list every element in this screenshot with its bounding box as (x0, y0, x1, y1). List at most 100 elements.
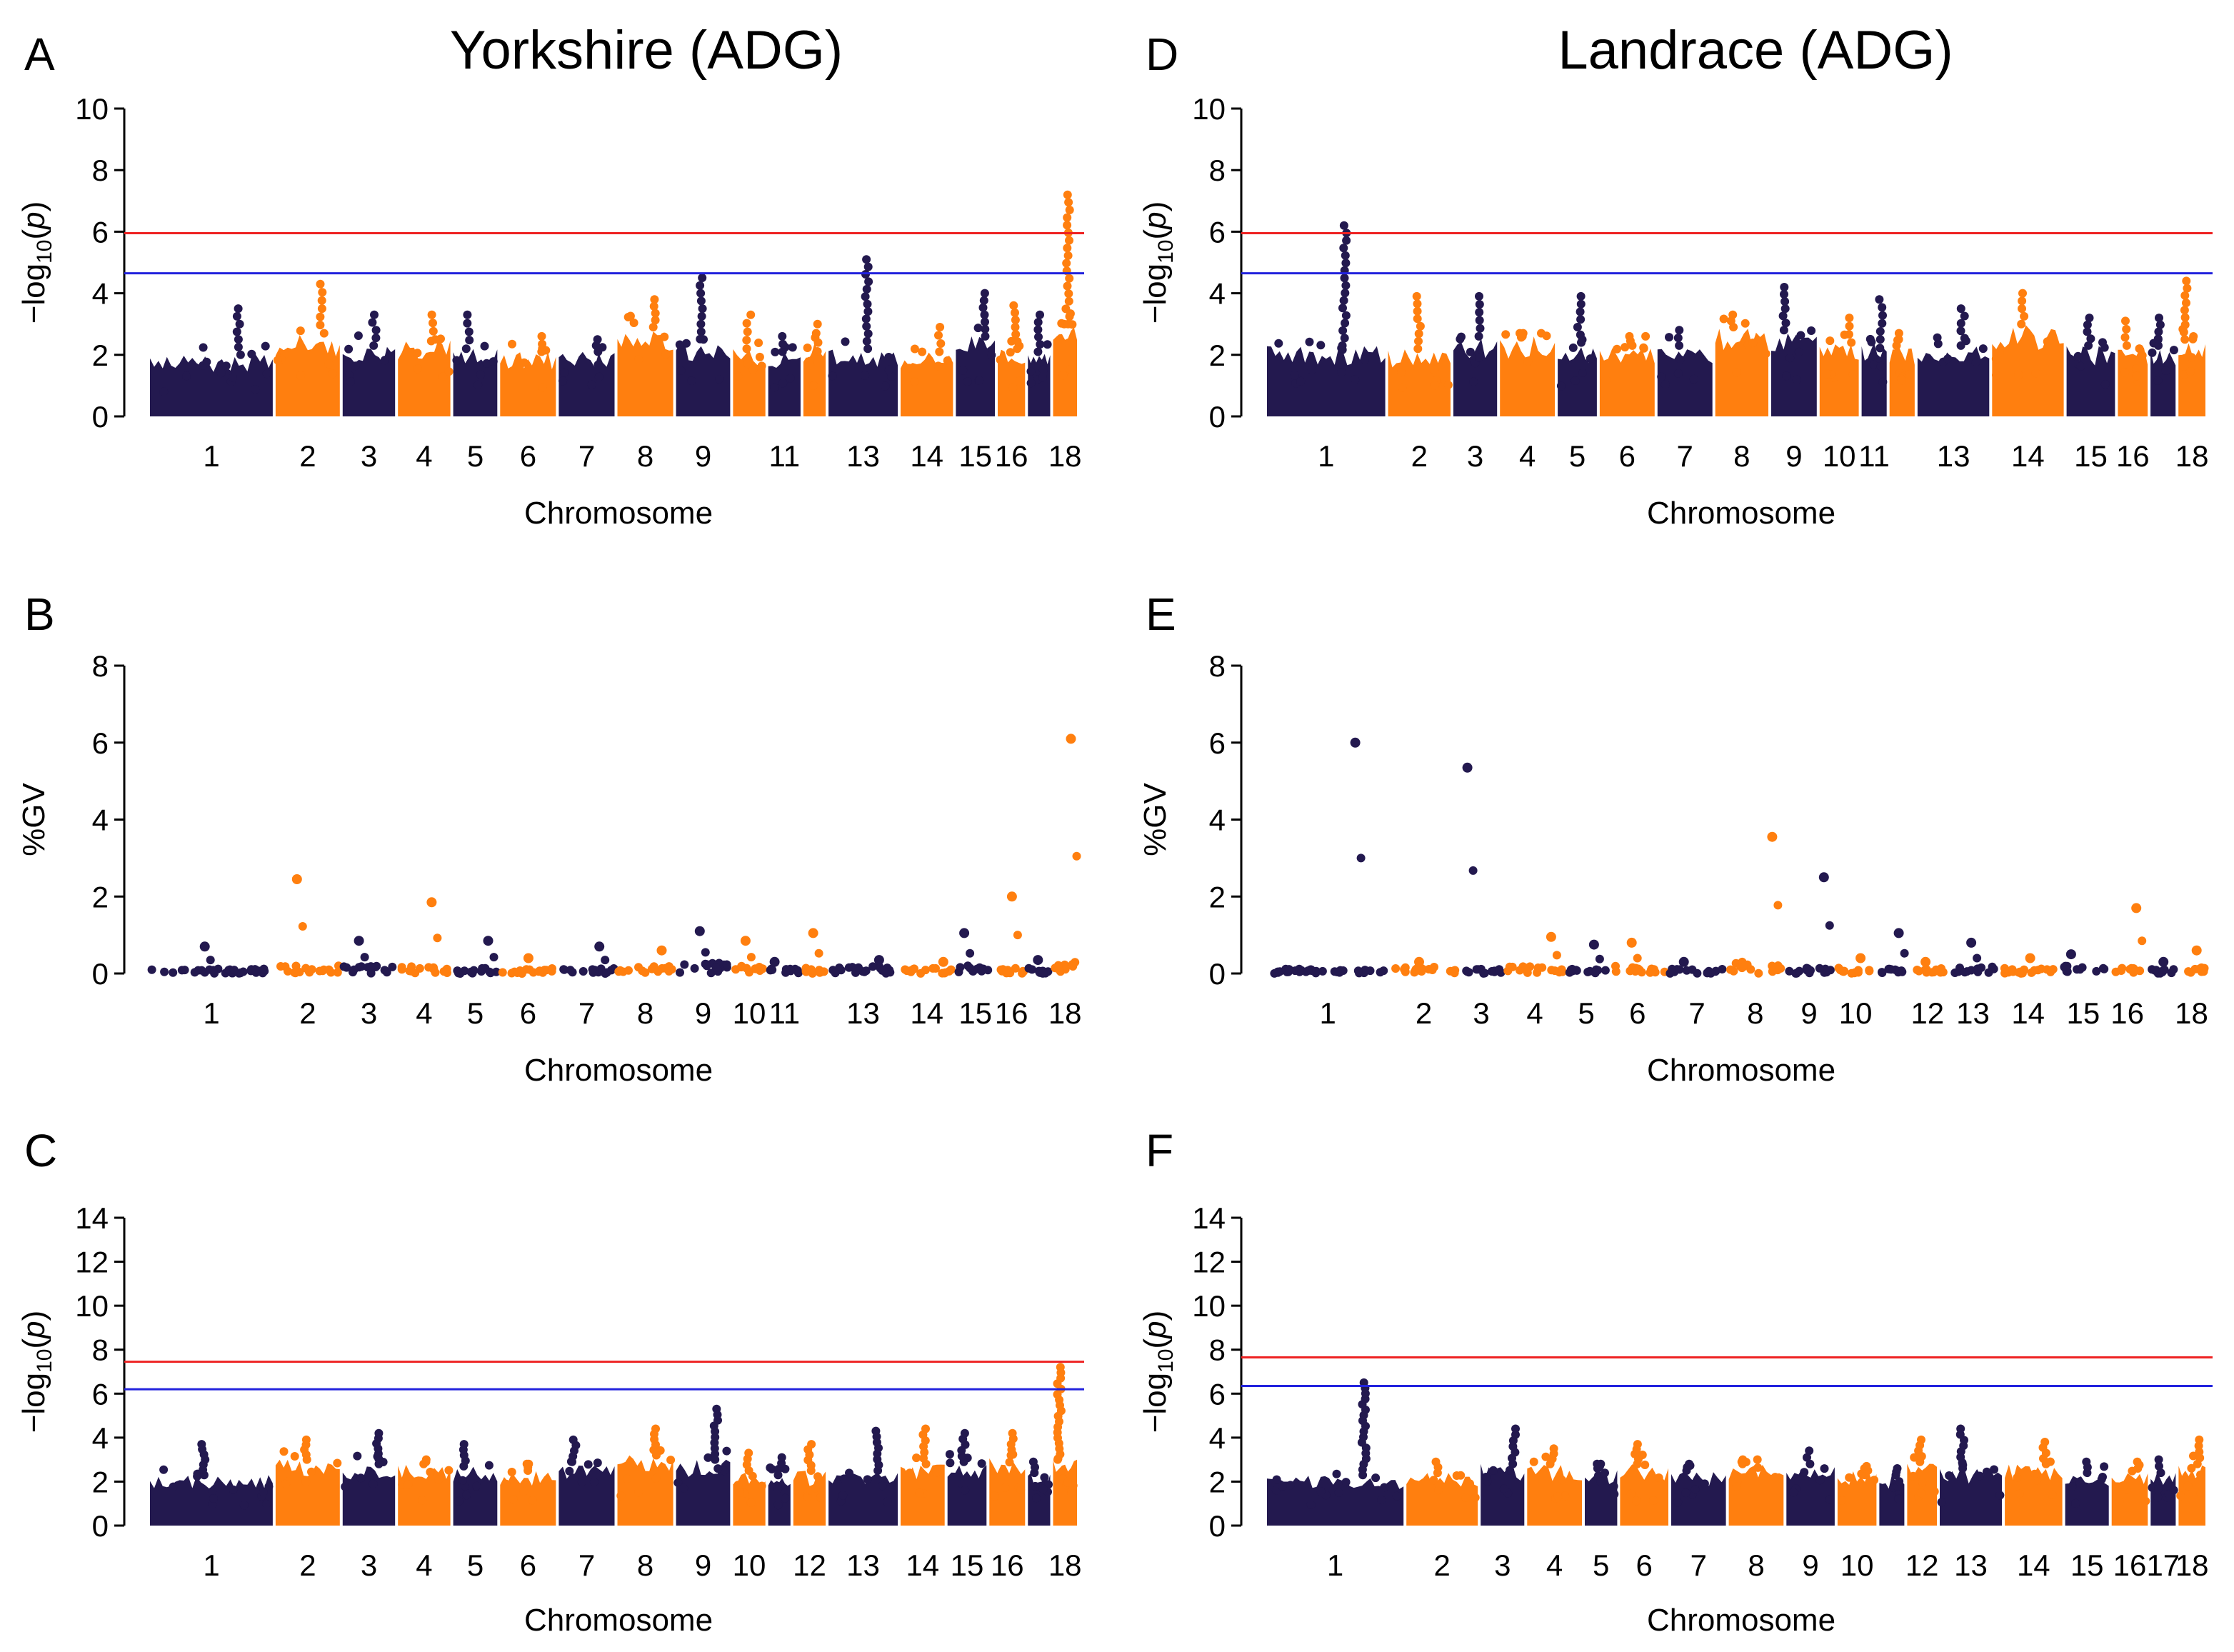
snp-point (1274, 339, 1283, 348)
snp-point (1878, 311, 1887, 320)
gv-point (1270, 968, 1279, 978)
snp-point (2155, 1461, 2163, 1471)
snp-point (696, 296, 706, 306)
snp-point (1416, 321, 1425, 331)
snp-band (558, 1466, 615, 1526)
gv-point (1468, 866, 1478, 875)
snp-point (1475, 308, 1484, 317)
snp-point (1413, 306, 1422, 316)
snp-point (1800, 1468, 1809, 1477)
snp-band (956, 336, 995, 416)
gv-peak-point (483, 936, 494, 946)
chromosome-15-points (2066, 314, 2115, 416)
snp-point (715, 374, 723, 384)
snp-point (1040, 1473, 1049, 1482)
snp-point (813, 347, 822, 356)
x-axis-label: Chromosome (524, 1053, 713, 1088)
snp-point (2120, 368, 2130, 377)
y-tick-label: 12 (1192, 1246, 1226, 1279)
y-tick-label: 8 (1209, 154, 1226, 187)
chromosome-11-points (766, 1453, 791, 1526)
x-tick-label: 7 (578, 439, 595, 473)
snp-point (2014, 371, 2023, 379)
gv-point (2046, 967, 2055, 976)
gv-point (908, 965, 918, 973)
chromosome-4-points (1500, 329, 1556, 416)
snp-point (1641, 331, 1651, 341)
snp-point (2180, 306, 2189, 315)
gv-point (1773, 901, 1783, 910)
gv-point (498, 968, 507, 977)
gv-point (680, 960, 689, 969)
snp-point (2148, 348, 2157, 357)
snp-point (1732, 368, 1741, 377)
snp-point (1286, 1481, 1295, 1490)
y-axis-label: −log10(p) (1138, 1311, 1178, 1433)
snp-point (806, 361, 815, 370)
chromosome-18-points (2176, 1435, 2205, 1526)
snp-point (1917, 1435, 1925, 1444)
gv-point (315, 966, 324, 976)
chromosome-9-points (676, 926, 731, 978)
gv-point (2117, 966, 2126, 975)
y-tick-label: 10 (75, 1289, 109, 1323)
snp-point (1272, 1475, 1281, 1484)
snp-band (828, 349, 898, 416)
snp-point (316, 312, 325, 321)
chromosome-17-points (1024, 955, 1053, 978)
snp-point (2196, 1470, 2205, 1479)
y-tick-label: 6 (92, 1377, 109, 1411)
x-tick-label: 1 (1318, 439, 1334, 473)
chromosome-10-points (731, 936, 767, 977)
snp-point (1577, 338, 1586, 347)
snp-point (1034, 332, 1043, 341)
snp-point (2188, 334, 2198, 344)
y-tick-label: 0 (92, 1509, 109, 1543)
snp-point (1005, 1458, 1014, 1467)
snp-point (1894, 329, 1903, 338)
chromosome-14-points (901, 956, 956, 978)
chromosome-18-points (2184, 945, 2209, 977)
snp-point (682, 339, 691, 348)
x-tick-label: 16 (2113, 1548, 2147, 1582)
panel-letter: F (1146, 1125, 1173, 1176)
gv-point (1356, 853, 1366, 863)
snp-point (232, 311, 241, 321)
gv-peak-point (1350, 737, 1361, 748)
snp-point (1960, 334, 1969, 343)
snp-point (1685, 1459, 1694, 1468)
chromosome-1-points (1267, 1378, 1404, 1526)
gv-point (560, 965, 568, 974)
x-tick-label: 4 (416, 1548, 432, 1582)
snp-point (374, 1428, 384, 1438)
snp-point (1466, 347, 1475, 356)
snp-point (2169, 1486, 2178, 1495)
chromosome-13-points (1950, 937, 1998, 977)
chromosome-16-points (996, 301, 1026, 416)
snp-point (1978, 344, 1988, 354)
snp-point (1064, 289, 1073, 299)
gv-point (1878, 968, 1887, 977)
gv-point (1072, 851, 1081, 861)
y-axis-label: %GV (16, 783, 51, 856)
snp-point (2154, 341, 2163, 350)
snp-point (1825, 336, 1835, 346)
snp-point (463, 319, 472, 328)
snp-point (480, 341, 489, 351)
snp-point (229, 1485, 238, 1494)
snp-point (1062, 259, 1071, 268)
x-tick-label: 3 (361, 439, 377, 473)
snp-point (1341, 319, 1350, 328)
snp-point (2183, 1481, 2193, 1491)
chromosome-8-points (1715, 310, 1770, 416)
snp-point (1586, 354, 1595, 364)
chromosome-12-points (1913, 956, 1948, 977)
snp-point (2018, 289, 2027, 298)
snp-point (1414, 329, 1423, 339)
gv-peak-point (2065, 949, 2076, 960)
snp-point (344, 344, 354, 354)
snp-point (1015, 376, 1024, 386)
x-tick-label: 8 (637, 439, 653, 473)
snp-point (1033, 318, 1043, 327)
snp-band (1053, 1459, 1077, 1526)
